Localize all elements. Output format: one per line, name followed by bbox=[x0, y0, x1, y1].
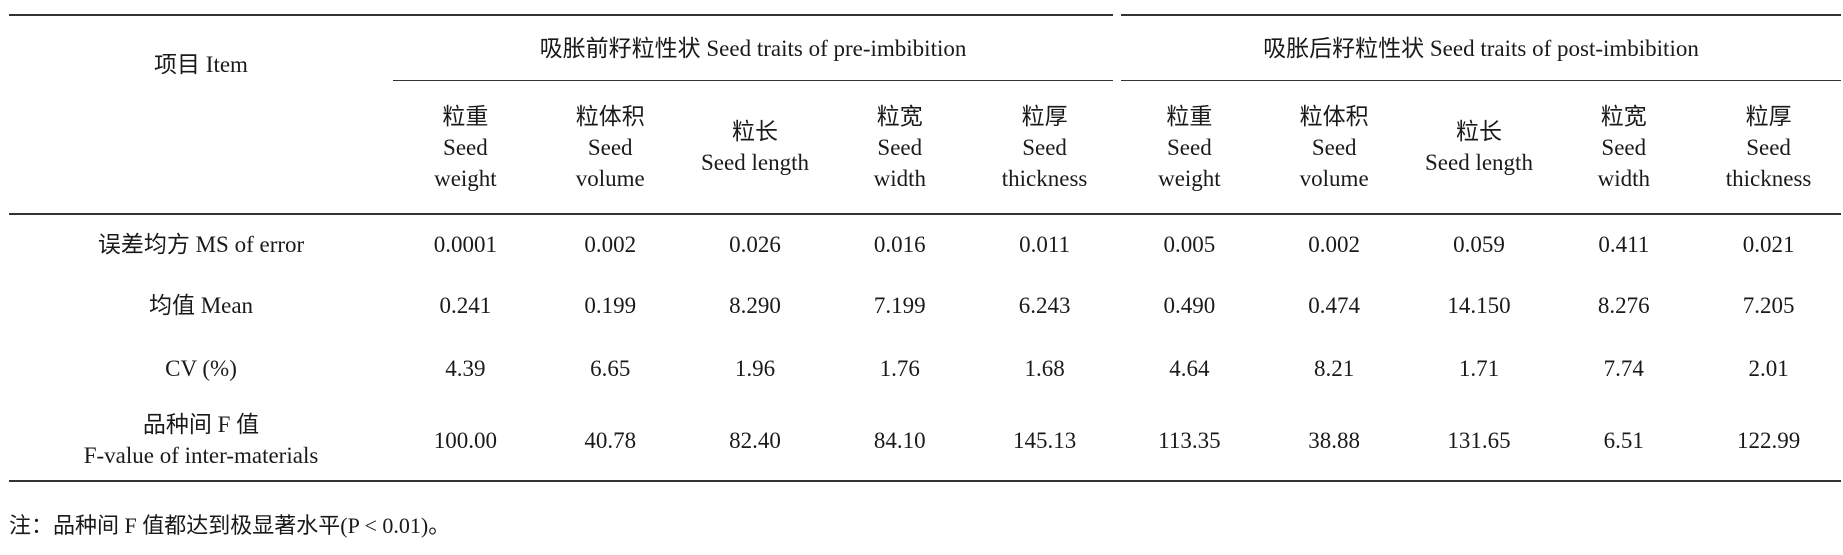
row-label-text: 品种间 F 值 bbox=[142, 412, 260, 437]
table-cell: 131.65 bbox=[1406, 400, 1552, 482]
table-cell: 7.199 bbox=[873, 293, 926, 318]
row-label-text: 误差均方 MS of error bbox=[97, 232, 305, 257]
column-header-en2: width bbox=[1597, 165, 1650, 191]
table-cell: 6.243 bbox=[1018, 293, 1071, 318]
column-header-cn: 粒重 bbox=[1166, 103, 1213, 129]
column-header-en2: volume bbox=[1299, 165, 1369, 191]
column-header: 粒宽 Seed width bbox=[1551, 80, 1697, 215]
column-header-cn: 粒长 bbox=[1455, 119, 1502, 144]
column-header: 粒体积 Seed volume bbox=[1261, 80, 1407, 215]
table-cell: 40.78 bbox=[537, 400, 683, 482]
table-cell: 0.199 bbox=[584, 293, 637, 318]
table-cell: 2.01 bbox=[1748, 356, 1789, 381]
table-cell: 8.290 bbox=[729, 293, 781, 318]
table-cell: 0.059 bbox=[1453, 232, 1505, 257]
row-label: 品种间 F 值 F-value of inter-materials bbox=[9, 400, 393, 482]
table-cell: 38.88 bbox=[1261, 400, 1407, 482]
table-cell: 0.474 bbox=[1308, 293, 1361, 318]
table-cell: 8.276 bbox=[1597, 293, 1650, 318]
table-cell: 82.40 bbox=[682, 400, 828, 482]
column-header-en1: Seed bbox=[1311, 134, 1357, 160]
column-header: 粒体积 Seed volume bbox=[537, 80, 683, 215]
anova-table: 项目 Item 吸胀前籽粒性状 Seed traits of pre-imbib… bbox=[9, 14, 1841, 482]
column-header: 粒重 Seed weight bbox=[1116, 80, 1262, 215]
table-cell: 0.021 bbox=[1742, 232, 1795, 257]
table-cell: 1.68 bbox=[1024, 356, 1065, 381]
table-cell: 122.99 bbox=[1696, 400, 1841, 482]
column-header: 粒长 Seed length bbox=[682, 80, 828, 215]
table-cell: 113.35 bbox=[1116, 400, 1262, 482]
row-label: 均值 Mean bbox=[9, 274, 393, 337]
column-header-cn: 粒厚 bbox=[1745, 103, 1792, 129]
group-header-pre-imbibition: 吸胀前籽粒性状 Seed traits of pre-imbibition bbox=[393, 15, 1121, 81]
column-header-cn: 粒宽 bbox=[876, 103, 923, 129]
table-cell: 145.13 bbox=[972, 400, 1117, 482]
column-header: 粒宽 Seed width bbox=[827, 80, 973, 215]
column-header: 粒厚 Seed thickness bbox=[1696, 80, 1841, 215]
column-header-en1: Seed bbox=[1167, 134, 1212, 160]
table-cell: 0.002 bbox=[1308, 232, 1361, 257]
table-cell: 7.205 bbox=[1742, 293, 1795, 318]
table-cell: 0.002 bbox=[584, 232, 637, 257]
table-cell: 1.76 bbox=[879, 356, 920, 381]
column-header-en1: Seed bbox=[443, 134, 488, 160]
column-header-cn: 粒厚 bbox=[1021, 103, 1068, 129]
column-header: 粒厚 Seed thickness bbox=[972, 80, 1117, 215]
column-header-en1: Seed length bbox=[701, 150, 809, 175]
row-label: CV (%) bbox=[9, 337, 393, 400]
column-header-en1: Seed bbox=[1601, 134, 1647, 160]
table-cell: 100.00 bbox=[393, 400, 538, 482]
table-cell: 1.96 bbox=[734, 356, 776, 381]
item-header: 项目 Item bbox=[9, 14, 393, 215]
table-cell: 0.016 bbox=[873, 232, 926, 257]
table-cell: 8.21 bbox=[1314, 356, 1355, 381]
table-cell: 6.51 bbox=[1551, 400, 1697, 482]
row-label: 误差均方 MS of error bbox=[9, 214, 393, 274]
column-header-en2: weight bbox=[434, 165, 497, 191]
column-header-en2: thickness bbox=[1725, 165, 1812, 191]
table-row: 误差均方 MS of error 0.0001 0.002 0.026 0.016 0.0… bbox=[9, 214, 1841, 274]
column-header-cn: 粒宽 bbox=[1600, 103, 1647, 129]
table-cell: 84.10 bbox=[827, 400, 973, 482]
table-cell: 0.411 bbox=[1598, 232, 1650, 257]
column-header-en1: Seed length bbox=[1425, 150, 1533, 175]
column-header-cn: 粒长 bbox=[731, 119, 778, 144]
table-row: 均值 Mean 0.241 0.199 8.290 7.199 6.243 0.490 0.4… bbox=[9, 274, 1841, 337]
group-header-post-imbibition: 吸胀后籽粒性状 Seed traits of post-imbibition bbox=[1116, 15, 1841, 81]
column-header-en1: Seed bbox=[1746, 134, 1791, 160]
table-cell: 0.011 bbox=[1019, 232, 1071, 257]
table-cell: 0.490 bbox=[1163, 293, 1216, 318]
column-header-en1: Seed bbox=[1022, 134, 1067, 160]
table-cell: 14.150 bbox=[1447, 293, 1511, 318]
table-row: 品种间 F 值 F-value of inter-materials 100.00 4… bbox=[9, 400, 1841, 482]
column-header-cn: 粒体积 bbox=[1299, 103, 1369, 129]
row-label-text: F-value of inter-materials bbox=[83, 443, 319, 468]
column-header: 粒重 Seed weight bbox=[393, 80, 538, 215]
row-label-text: 均值 Mean bbox=[148, 293, 254, 318]
table-cell: 4.64 bbox=[1169, 356, 1210, 381]
row-label-text: CV (%) bbox=[165, 356, 237, 381]
table-cell: 7.74 bbox=[1603, 356, 1644, 381]
table-cell: 0.0001 bbox=[433, 232, 498, 257]
table-footnote: 注：品种间 F 值都达到极显著水平(P < 0.01)。 bbox=[9, 513, 451, 538]
column-header-en2: volume bbox=[575, 165, 645, 191]
table-row: CV (%) 4.39 6.65 1.96 1.76 1.68 4.64 8.21 1.71 7.… bbox=[9, 337, 1841, 400]
table-cell: 6.65 bbox=[590, 356, 631, 381]
column-header-cn: 粒重 bbox=[442, 103, 489, 129]
column-header-en1: Seed bbox=[877, 134, 923, 160]
column-header-cn: 粒体积 bbox=[575, 103, 645, 129]
column-header: 粒长 Seed length bbox=[1406, 80, 1552, 215]
table-cell: 1.71 bbox=[1458, 356, 1500, 381]
column-header-en2: weight bbox=[1158, 165, 1221, 191]
table-cell: 0.026 bbox=[729, 232, 781, 257]
column-header-en1: Seed bbox=[587, 134, 633, 160]
table-cell: 4.39 bbox=[445, 356, 486, 381]
table-cell: 0.241 bbox=[439, 293, 492, 318]
table-cell: 0.005 bbox=[1163, 232, 1216, 257]
column-header-en2: thickness bbox=[1001, 165, 1088, 191]
column-header-en2: width bbox=[873, 165, 926, 191]
